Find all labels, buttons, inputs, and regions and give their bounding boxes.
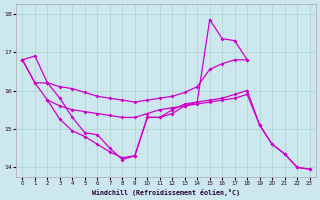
X-axis label: Windchill (Refroidissement éolien,°C): Windchill (Refroidissement éolien,°C): [92, 189, 240, 196]
